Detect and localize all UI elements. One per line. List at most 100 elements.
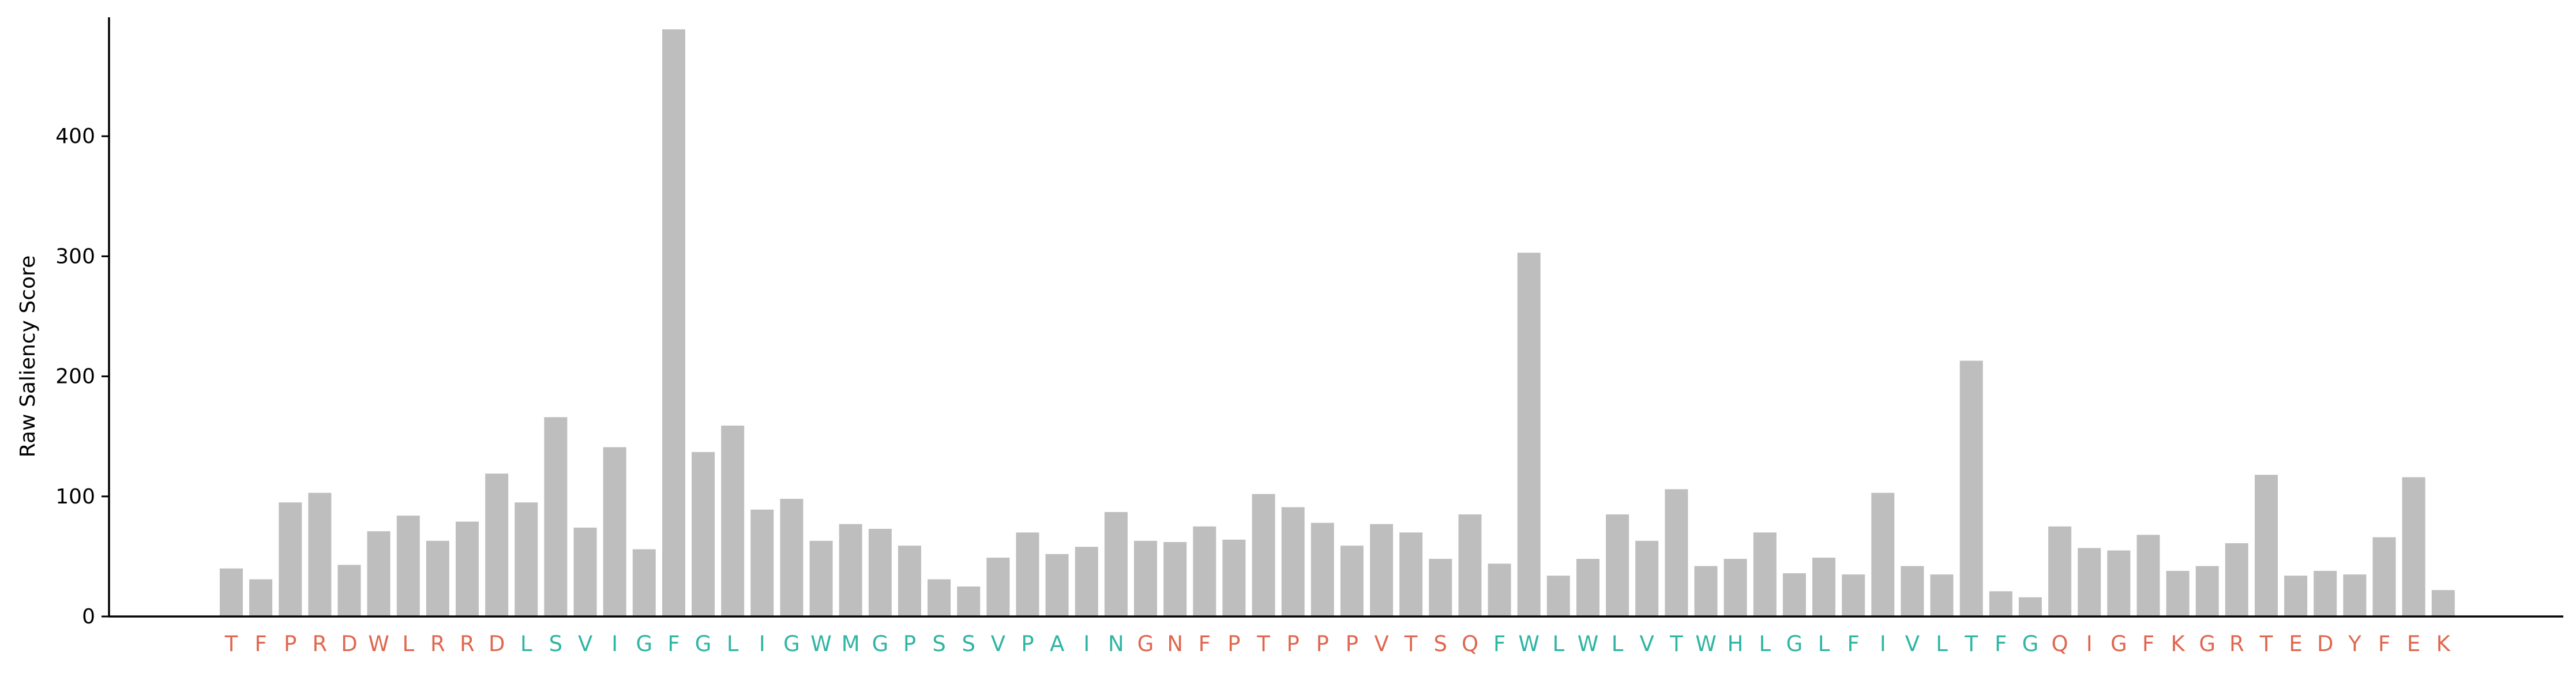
bar-34-F	[1193, 526, 1216, 616]
bar-51-W	[1694, 566, 1718, 616]
bar-30-I	[1075, 547, 1098, 616]
bar-38-P	[1310, 522, 1334, 616]
residue-label-43: Q	[1462, 631, 1478, 656]
residue-label-32: G	[1137, 631, 1154, 656]
bar-75-E	[2402, 477, 2425, 616]
residue-label-15: G	[636, 631, 652, 656]
residue-label-60: T	[1964, 631, 1978, 656]
bar-41-T	[1399, 532, 1423, 616]
bar-57-I	[1871, 492, 1895, 616]
residue-label-24: P	[903, 631, 916, 656]
residue-label-31: N	[1108, 631, 1124, 656]
bar-36-T	[1252, 494, 1275, 616]
residue-label-12: S	[549, 631, 563, 656]
residue-label-38: P	[1316, 631, 1329, 656]
bar-76-K	[2431, 590, 2455, 616]
residue-label-48: L	[1612, 631, 1624, 656]
bar-26-S	[957, 586, 981, 616]
bar-72-D	[2314, 570, 2337, 616]
bar-8-R	[426, 540, 449, 616]
bar-61-F	[1989, 591, 2012, 616]
bar-45-W	[1517, 253, 1541, 616]
residue-label-23: G	[872, 631, 889, 656]
y-tick-label-200: 200	[55, 365, 95, 389]
residue-label-57: I	[1880, 631, 1886, 656]
bar-44-F	[1488, 563, 1511, 616]
residue-label-55: L	[1818, 631, 1830, 656]
residue-label-17: G	[695, 631, 712, 656]
residue-label-25: S	[932, 631, 946, 656]
bar-48-L	[1606, 514, 1629, 616]
residue-label-39: P	[1346, 631, 1358, 656]
residue-label-5: D	[341, 631, 358, 656]
residue-label-33: N	[1167, 631, 1183, 656]
residue-label-45: W	[1518, 631, 1539, 656]
residue-label-50: T	[1669, 631, 1683, 656]
residue-label-47: W	[1578, 631, 1599, 656]
residue-label-63: Q	[2052, 631, 2068, 656]
residue-label-76: K	[2436, 631, 2451, 656]
bar-65-G	[2107, 550, 2131, 616]
residue-label-14: I	[611, 631, 618, 656]
bar-16-F	[662, 29, 685, 616]
residue-label-70: T	[2259, 631, 2273, 656]
bar-9-R	[456, 521, 479, 616]
residue-label-26: S	[962, 631, 976, 656]
bar-68-G	[2195, 566, 2219, 616]
residue-label-4: R	[313, 631, 328, 656]
y-axis-label: Raw Saliency Score	[16, 255, 40, 457]
residue-label-7: L	[402, 631, 414, 656]
bar-1-T	[220, 568, 243, 616]
bar-63-Q	[2048, 526, 2072, 616]
residue-label-46: L	[1552, 631, 1564, 656]
residue-label-28: P	[1021, 631, 1034, 656]
bar-74-F	[2372, 537, 2396, 616]
bar-64-I	[2078, 548, 2101, 616]
bar-33-N	[1163, 542, 1187, 616]
bar-55-L	[1812, 558, 1835, 616]
residue-label-37: P	[1287, 631, 1300, 656]
residue-label-59: L	[1936, 631, 1948, 656]
residue-label-74: F	[2378, 631, 2390, 656]
bar-71-E	[2284, 576, 2308, 616]
residue-label-54: G	[1786, 631, 1803, 656]
bar-67-K	[2166, 570, 2190, 616]
residue-label-66: F	[2142, 631, 2154, 656]
bar-73-Y	[2343, 574, 2367, 616]
residue-label-3: P	[284, 631, 296, 656]
residue-label-65: G	[2111, 631, 2127, 656]
bar-37-P	[1281, 507, 1305, 616]
residue-label-44: F	[1493, 631, 1505, 656]
bar-47-W	[1576, 559, 1599, 616]
bar-32-G	[1134, 540, 1157, 616]
residue-label-13: V	[578, 631, 592, 656]
residue-label-29: A	[1050, 631, 1064, 656]
bar-40-V	[1370, 524, 1394, 616]
residue-label-30: I	[1083, 631, 1090, 656]
bar-17-G	[692, 452, 715, 616]
bar-58-V	[1901, 566, 1924, 616]
bar-70-T	[2255, 475, 2278, 616]
bar-3-P	[279, 502, 302, 616]
y-tick-label-300: 300	[55, 245, 95, 268]
residue-label-68: G	[2199, 631, 2215, 656]
bar-19-I	[750, 509, 774, 616]
residue-label-21: W	[810, 631, 832, 656]
bar-14-I	[603, 447, 626, 616]
bar-5-D	[337, 565, 361, 616]
bar-15-G	[632, 549, 656, 616]
bar-21-W	[809, 540, 833, 616]
bar-6-W	[367, 531, 390, 616]
bar-60-T	[1959, 360, 1983, 616]
residue-label-61: F	[1995, 631, 2007, 656]
bar-42-S	[1429, 559, 1452, 616]
bar-12-S	[544, 417, 568, 616]
bars-group	[220, 29, 2455, 616]
residue-label-18: L	[727, 631, 739, 656]
residue-label-40: V	[1374, 631, 1388, 656]
bar-28-P	[1016, 532, 1039, 616]
bar-13-V	[573, 527, 597, 616]
bar-18-L	[721, 426, 745, 616]
